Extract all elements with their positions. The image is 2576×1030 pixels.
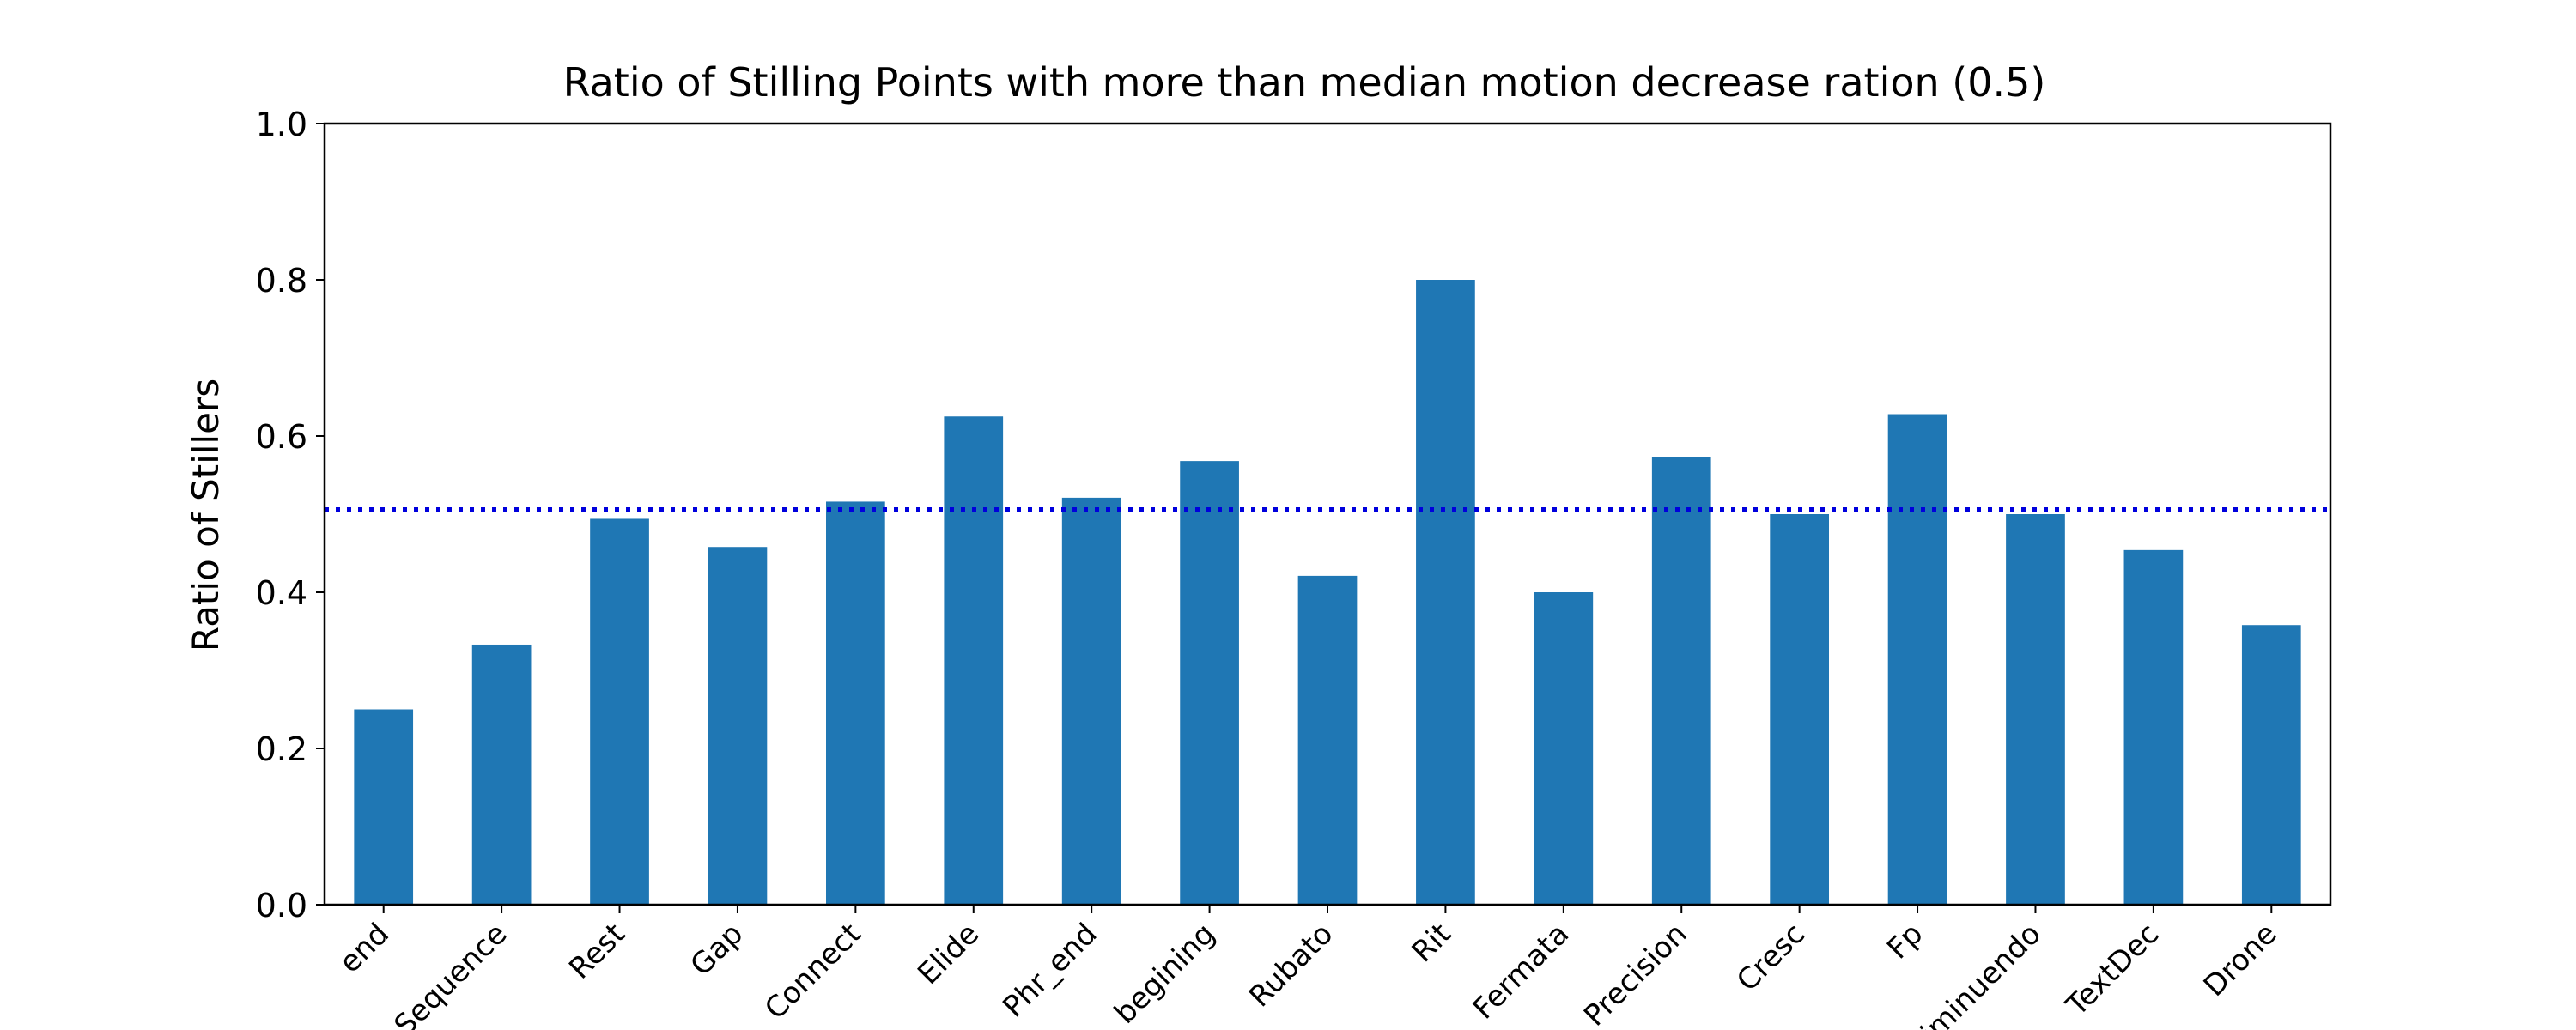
x-tick-label: Precision — [1577, 917, 1694, 1030]
bar-precision — [1651, 457, 1711, 905]
bar-cresc — [1770, 514, 1829, 905]
bar-elide — [944, 416, 1004, 905]
y-tick-label: 0.6 — [256, 418, 307, 456]
bars-group — [354, 280, 2301, 905]
bar-fermata — [1534, 592, 1594, 905]
bar-drone — [2241, 625, 2301, 905]
bar-rit — [1416, 280, 1475, 905]
bar-rest — [590, 518, 649, 905]
bar-begining — [1180, 461, 1239, 905]
x-tick-label: end — [332, 917, 396, 980]
x-tick-label: begining — [1108, 917, 1222, 1030]
bar-rubato — [1297, 575, 1358, 905]
bar-gap — [708, 547, 768, 905]
y-tick-label: 0.8 — [256, 262, 307, 300]
bar-textdec — [2123, 549, 2184, 905]
x-tick-label: Rit — [1406, 917, 1458, 969]
x-tick-label: Cresc — [1730, 917, 1812, 998]
y-axis: 0.0 0.2 0.4 0.6 0.8 1.0 — [256, 106, 325, 924]
bar-end — [354, 709, 414, 905]
x-tick-label: Elide — [911, 917, 986, 991]
x-tick-label: Phr_end — [996, 917, 1103, 1024]
x-tick-label: TextDec — [2059, 917, 2166, 1023]
chart-title: Ratio of Stilling Points with more than … — [563, 59, 2046, 106]
y-tick-label: 0.4 — [256, 574, 307, 612]
x-tick-label: Gap — [683, 917, 750, 983]
y-tick-label: 0.0 — [256, 887, 307, 924]
y-tick-label: 0.2 — [256, 730, 307, 768]
x-tick-label: Connect — [758, 917, 868, 1027]
bar-phr_end — [1061, 497, 1121, 905]
y-tick-label: 1.0 — [256, 106, 307, 143]
bar-sequence — [471, 644, 532, 905]
x-tick-label: Drone — [2197, 917, 2284, 1003]
y-axis-label: Ratio of Stillers — [185, 379, 227, 651]
bar-diminuendo — [2006, 514, 2065, 905]
x-tick-label: Rubato — [1242, 917, 1340, 1014]
x-tick-label: Fp — [1880, 917, 1929, 966]
bar-connect — [826, 501, 885, 905]
x-tick-label: Fermata — [1467, 917, 1576, 1026]
bar-fp — [1887, 414, 1947, 905]
x-tick-label: Rest — [562, 917, 632, 986]
x-tick-label: Sequence — [388, 917, 514, 1030]
plot-frame — [323, 122, 2332, 906]
